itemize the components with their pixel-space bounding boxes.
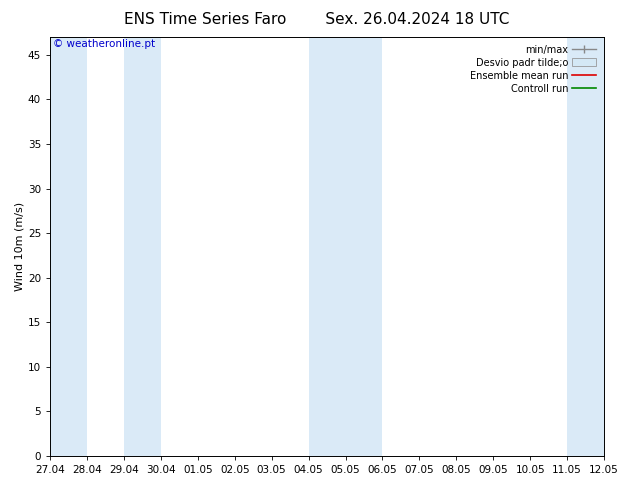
Bar [309, 37, 382, 456]
Y-axis label: Wind 10m (m/s): Wind 10m (m/s) [15, 202, 25, 291]
Bar [50, 37, 87, 456]
Legend: min/max, Desvio padr tilde;o, Ensemble mean run, Controll run: min/max, Desvio padr tilde;o, Ensemble m… [467, 42, 599, 97]
Text: © weatheronline.pt: © weatheronline.pt [53, 39, 155, 49]
Bar [124, 37, 161, 456]
Bar [567, 37, 604, 456]
Text: ENS Time Series Faro        Sex. 26.04.2024 18 UTC: ENS Time Series Faro Sex. 26.04.2024 18 … [124, 12, 510, 27]
